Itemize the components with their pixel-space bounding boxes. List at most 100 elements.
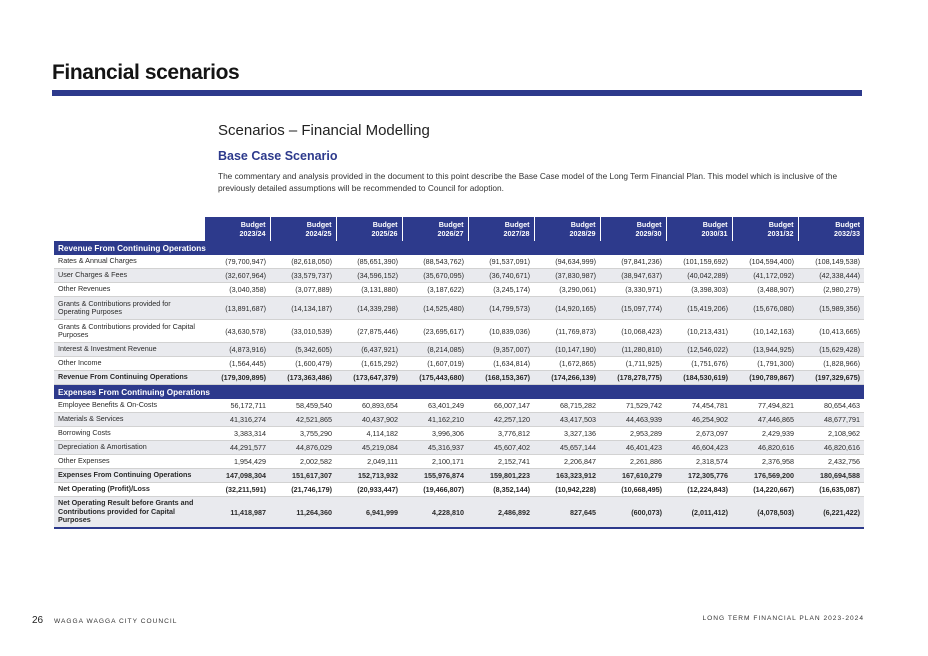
- column-header: Budget 2027/28: [467, 217, 534, 241]
- value-cell: (8,214,085): [402, 342, 468, 357]
- value-cell: (4,873,916): [204, 342, 270, 357]
- value-cell: (40,042,289): [666, 268, 732, 283]
- table-row: Other Income (1,564,445) (1,600,479) (1,615…: [54, 356, 864, 371]
- column-header-year: 2023/24: [239, 229, 266, 238]
- value-cell: 2,100,171: [402, 454, 468, 469]
- value-cell: (10,213,431): [666, 319, 732, 343]
- value-cell: (85,651,390): [336, 255, 402, 269]
- value-cell: (1,672,865): [534, 356, 600, 371]
- value-cell: (15,097,774): [600, 296, 666, 320]
- table-row: Employee Benefits & On-Costs 56,172,711 58…: [54, 399, 864, 413]
- value-cell: 42,521,865: [270, 412, 336, 427]
- column-header-label: Budget: [240, 220, 266, 229]
- row-label: Net Operating (Profit)/Loss: [54, 482, 204, 497]
- value-cell: (4,078,503): [732, 496, 798, 529]
- value-cell: (10,942,228): [534, 482, 600, 497]
- value-cell: (32,607,964): [204, 268, 270, 283]
- table-row: Net Operating Result before Grants and C…: [54, 496, 864, 529]
- value-cell: 2,953,289: [600, 426, 666, 441]
- row-label: Expenses From Continuing Operations: [54, 468, 204, 483]
- column-header-year: 2028/29: [569, 229, 596, 238]
- value-cell: (174,266,139): [534, 370, 600, 385]
- section-header-row: Revenue From Continuing Operations: [54, 241, 864, 255]
- value-cell: (36,740,671): [468, 268, 534, 283]
- value-cell: 2,673,097: [666, 426, 732, 441]
- table-body: Revenue From Continuing Operations Rates …: [54, 241, 864, 529]
- value-cell: (3,290,061): [534, 282, 600, 297]
- column-header-label: Budget: [438, 220, 464, 229]
- value-cell: (5,342,605): [270, 342, 336, 357]
- value-cell: (34,596,152): [336, 268, 402, 283]
- table-row: Revenue From Continuing Operations (179,3…: [54, 370, 864, 385]
- value-cell: (94,634,999): [534, 255, 600, 269]
- value-cell: 2,261,886: [600, 454, 666, 469]
- value-cell: (13,891,687): [204, 296, 270, 320]
- value-cell: (14,134,187): [270, 296, 336, 320]
- row-label: Other Expenses: [54, 454, 204, 469]
- value-cell: (10,147,190): [534, 342, 600, 357]
- value-cell: (3,187,622): [402, 282, 468, 297]
- table-row: Grants & Contributions provided for Capi…: [54, 319, 864, 343]
- value-cell: 2,318,574: [666, 454, 732, 469]
- row-label: Employee Benefits & On-Costs: [54, 399, 204, 413]
- value-cell: (15,629,428): [798, 342, 864, 357]
- value-cell: (197,329,675): [798, 370, 864, 385]
- table-header-row: Budget 2023/24 Budget 2024/25 Budget 2025/26 B…: [54, 217, 864, 241]
- value-cell: 2,376,958: [732, 454, 798, 469]
- header-blank-cell: [54, 217, 204, 241]
- value-cell: 80,654,463: [798, 399, 864, 413]
- value-cell: 163,323,912: [534, 468, 600, 483]
- value-cell: 45,607,402: [468, 440, 534, 455]
- value-cell: 44,291,577: [204, 440, 270, 455]
- column-header-label: Budget: [306, 220, 332, 229]
- row-label: Net Operating Result before Grants and C…: [54, 496, 204, 529]
- value-cell: 3,327,136: [534, 426, 600, 441]
- value-cell: (23,695,617): [402, 319, 468, 343]
- intro-paragraph: The commentary and analysis provided in …: [218, 171, 838, 193]
- value-cell: (175,443,680): [402, 370, 468, 385]
- value-cell: (88,543,762): [402, 255, 468, 269]
- value-cell: 151,617,307: [270, 468, 336, 483]
- value-cell: 2,002,582: [270, 454, 336, 469]
- value-cell: (37,830,987): [534, 268, 600, 283]
- value-cell: (190,789,867): [732, 370, 798, 385]
- page-title: Financial scenarios: [52, 61, 240, 84]
- value-cell: 45,657,144: [534, 440, 600, 455]
- value-cell: 159,801,223: [468, 468, 534, 483]
- value-cell: 3,776,812: [468, 426, 534, 441]
- value-cell: (178,278,775): [600, 370, 666, 385]
- value-cell: 827,645: [534, 496, 600, 529]
- row-label: Depreciation & Amortisation: [54, 440, 204, 455]
- value-cell: 46,254,902: [666, 412, 732, 427]
- value-cell: 46,604,423: [666, 440, 732, 455]
- value-cell: 155,976,874: [402, 468, 468, 483]
- value-cell: 3,996,306: [402, 426, 468, 441]
- value-cell: (6,221,422): [798, 496, 864, 529]
- value-cell: (3,131,880): [336, 282, 402, 297]
- value-cell: (16,635,087): [798, 482, 864, 497]
- financial-table-container: Budget 2023/24 Budget 2024/25 Budget 2025/26 B…: [54, 217, 864, 529]
- value-cell: 77,494,821: [732, 399, 798, 413]
- column-header: Budget 2023/24: [203, 217, 270, 241]
- financial-scenario-table: Budget 2023/24 Budget 2024/25 Budget 2025/26 B…: [54, 217, 864, 529]
- column-header-year: 2030/31: [701, 229, 728, 238]
- value-cell: (3,488,907): [732, 282, 798, 297]
- section-title: Scenarios – Financial Modelling: [218, 122, 430, 139]
- value-cell: (12,546,022): [666, 342, 732, 357]
- value-cell: 74,454,781: [666, 399, 732, 413]
- value-cell: (14,525,480): [402, 296, 468, 320]
- row-label: Other Income: [54, 356, 204, 371]
- value-cell: 46,401,423: [600, 440, 666, 455]
- value-cell: (179,309,895): [204, 370, 270, 385]
- table-row: Depreciation & Amortisation 44,291,577 44,…: [54, 440, 864, 455]
- value-cell: (6,437,921): [336, 342, 402, 357]
- value-cell: (33,579,737): [270, 268, 336, 283]
- value-cell: (10,413,665): [798, 319, 864, 343]
- value-cell: 2,429,939: [732, 426, 798, 441]
- column-header: Budget 2025/26: [335, 217, 402, 241]
- footer-org: WAGGA WAGGA CITY COUNCIL: [53, 618, 178, 625]
- value-cell: 2,108,962: [798, 426, 864, 441]
- column-header-year: 2024/25: [305, 229, 332, 238]
- row-label: Borrowing Costs: [54, 426, 204, 441]
- value-cell: 71,529,742: [600, 399, 666, 413]
